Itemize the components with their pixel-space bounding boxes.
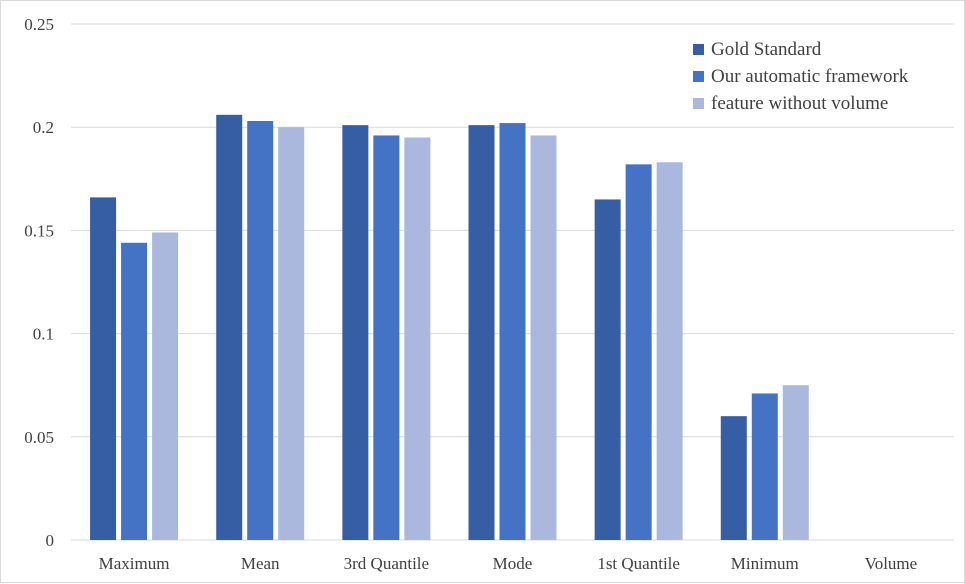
x-category-label: 3rd Quantile bbox=[344, 554, 429, 573]
bar-mode-series-1 bbox=[468, 125, 495, 541]
bars bbox=[90, 114, 809, 541]
y-tick-label: 0.25 bbox=[24, 15, 54, 34]
bar-mean-series-2 bbox=[247, 121, 274, 541]
bar-minimum-series-2 bbox=[751, 393, 778, 540]
legend: Gold Standard Our automatic framework feat… bbox=[693, 39, 909, 114]
x-axis-category-labels: Maximum Mean 3rd Quantile Mode 1st Quantile M… bbox=[99, 554, 918, 573]
x-category-label: Mean bbox=[241, 554, 280, 573]
bar-mode-series-3 bbox=[530, 135, 557, 540]
bar-minimum-series-3 bbox=[782, 385, 809, 540]
bar-maximum-series-1 bbox=[90, 197, 117, 540]
x-category-label: Maximum bbox=[99, 554, 170, 573]
y-tick-label: 0.15 bbox=[24, 221, 54, 240]
y-tick-label: 0 bbox=[46, 531, 55, 550]
x-category-label: 1st Quantile bbox=[597, 554, 680, 573]
legend-label: feature without volume bbox=[711, 93, 888, 114]
bar-1st-quantile-series-1 bbox=[594, 199, 621, 540]
x-category-label: Volume bbox=[865, 554, 918, 573]
bar-mean-series-1 bbox=[216, 114, 243, 540]
bar-3rd-quantile-series-1 bbox=[342, 125, 369, 541]
y-tick-label: 0.05 bbox=[24, 428, 54, 447]
legend-swatch bbox=[693, 71, 704, 82]
bar-minimum-series-1 bbox=[720, 416, 747, 540]
bar-1st-quantile-series-2 bbox=[625, 164, 652, 541]
bar-3rd-quantile-series-3 bbox=[404, 137, 431, 540]
x-category-label: Minimum bbox=[731, 554, 799, 573]
bar-mode-series-2 bbox=[499, 123, 526, 541]
y-tick-label: 0.1 bbox=[33, 325, 54, 344]
x-category-label: Mode bbox=[493, 554, 533, 573]
bar-1st-quantile-series-3 bbox=[656, 162, 683, 540]
legend-label: Gold Standard bbox=[711, 39, 822, 60]
y-axis-tick-labels: 0 0.05 0.1 0.15 0.2 0.25 bbox=[24, 15, 54, 550]
bar-3rd-quantile-series-2 bbox=[373, 135, 400, 540]
legend-swatch bbox=[693, 98, 704, 109]
bar-maximum-series-3 bbox=[152, 232, 179, 541]
y-tick-label: 0.2 bbox=[33, 118, 54, 137]
legend-swatch bbox=[693, 44, 704, 55]
legend-label: Our automatic framework bbox=[711, 66, 909, 87]
bar-maximum-series-2 bbox=[121, 242, 148, 540]
bar-mean-series-3 bbox=[278, 127, 305, 540]
